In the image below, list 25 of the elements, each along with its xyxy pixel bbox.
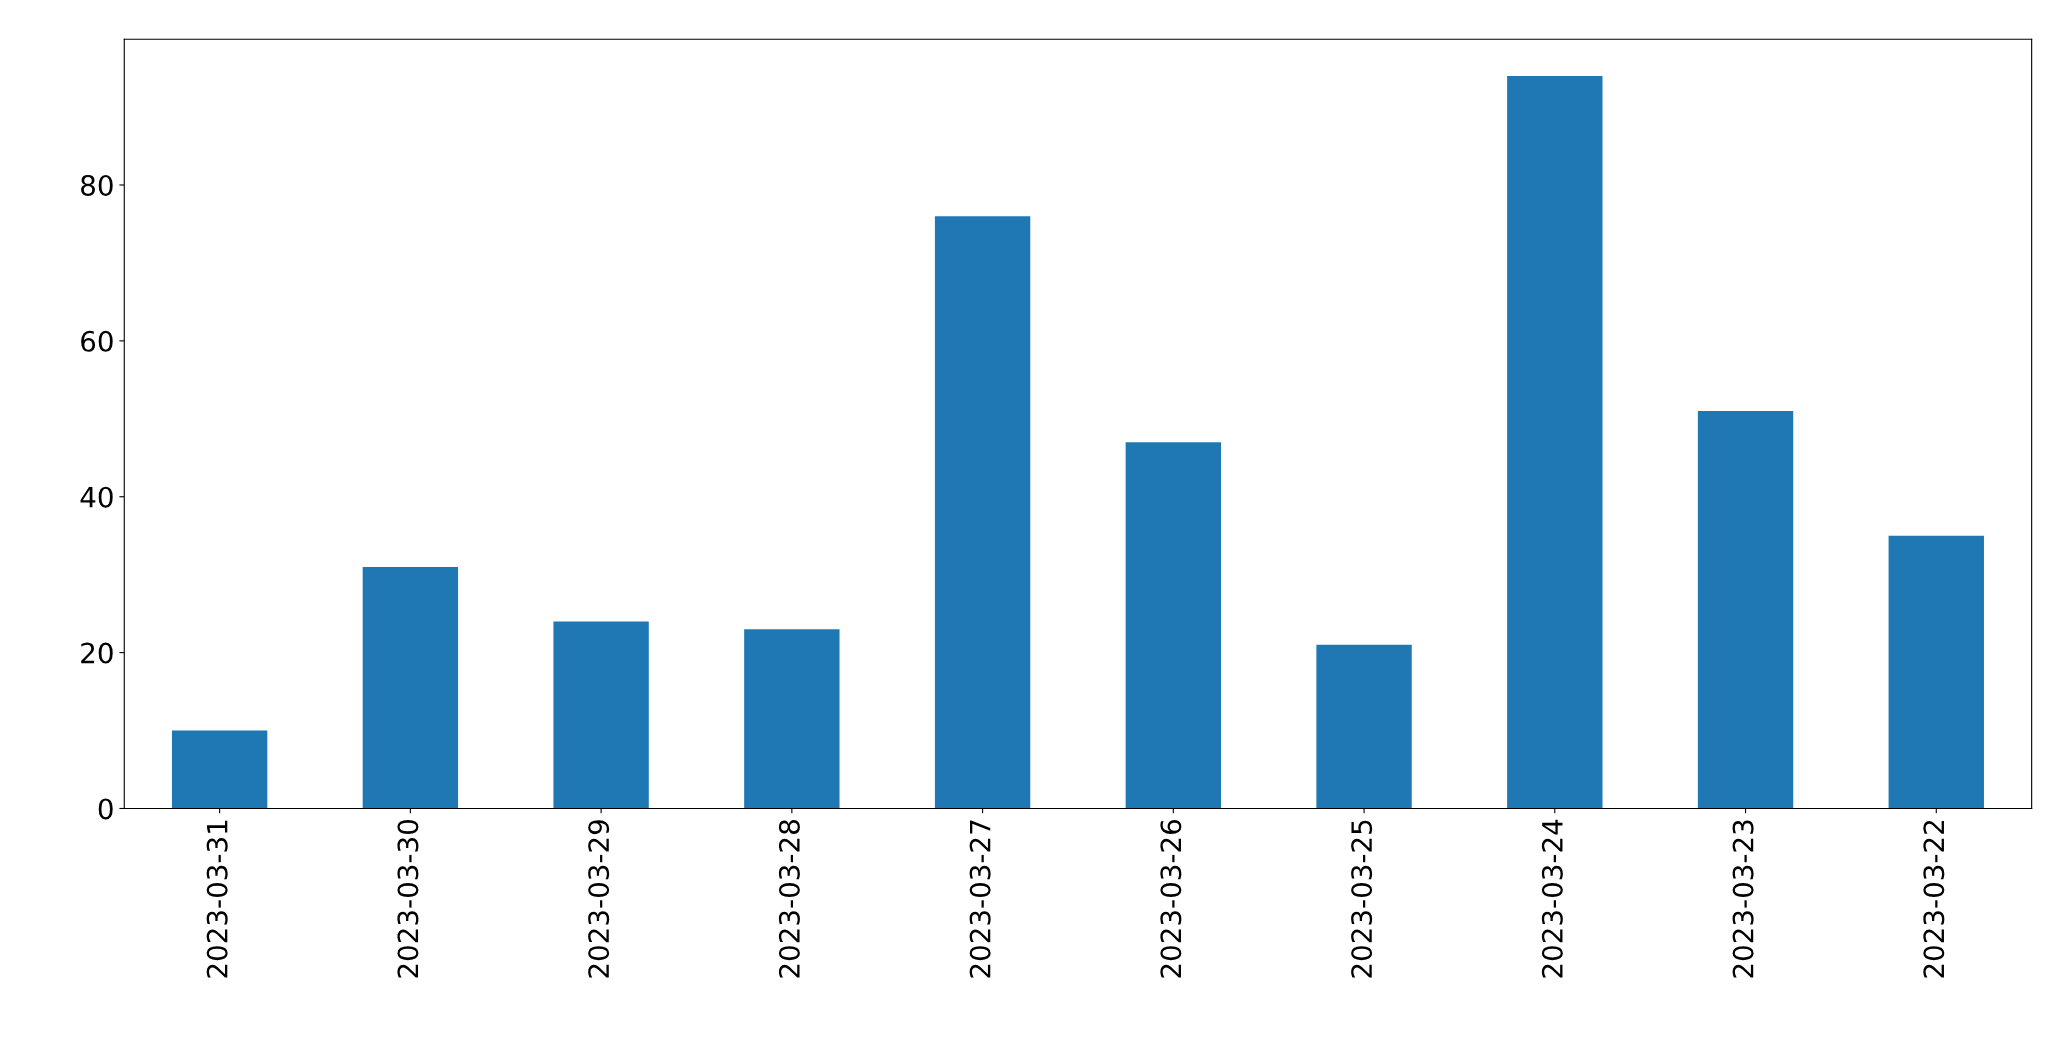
bar xyxy=(171,730,268,809)
x-tick-label: 2023-03-28 xyxy=(778,820,800,978)
x-tick-label: 2023-03-23 xyxy=(1732,820,1754,978)
y-tick-label: 0 xyxy=(98,798,113,820)
x-tick-label: 2023-03-27 xyxy=(969,820,991,978)
bar xyxy=(1125,442,1222,809)
x-tick-label: 2023-03-26 xyxy=(1160,819,1182,978)
x-tick-label: 2023-03-24 xyxy=(1541,819,1563,978)
x-tick-label: 2023-03-29 xyxy=(588,820,610,978)
x-tick-label: 2023-03-31 xyxy=(206,820,228,978)
bar xyxy=(362,566,459,809)
y-tick-label: 40 xyxy=(80,486,113,508)
bar xyxy=(934,216,1031,809)
bar xyxy=(1888,535,1984,809)
bar xyxy=(744,629,840,809)
x-tick-label: 2023-03-30 xyxy=(397,820,419,978)
x-tick-label: 2023-03-22 xyxy=(1923,820,1945,978)
y-tick-label: 20 xyxy=(81,642,113,664)
y-tick-label: 60 xyxy=(81,330,113,352)
x-tick-label: 2023-03-25 xyxy=(1351,820,1373,978)
bar xyxy=(1316,644,1412,809)
bar xyxy=(553,621,649,809)
y-tick-label: 80 xyxy=(81,174,113,196)
bar xyxy=(1697,411,1794,809)
bar xyxy=(1507,75,1603,809)
